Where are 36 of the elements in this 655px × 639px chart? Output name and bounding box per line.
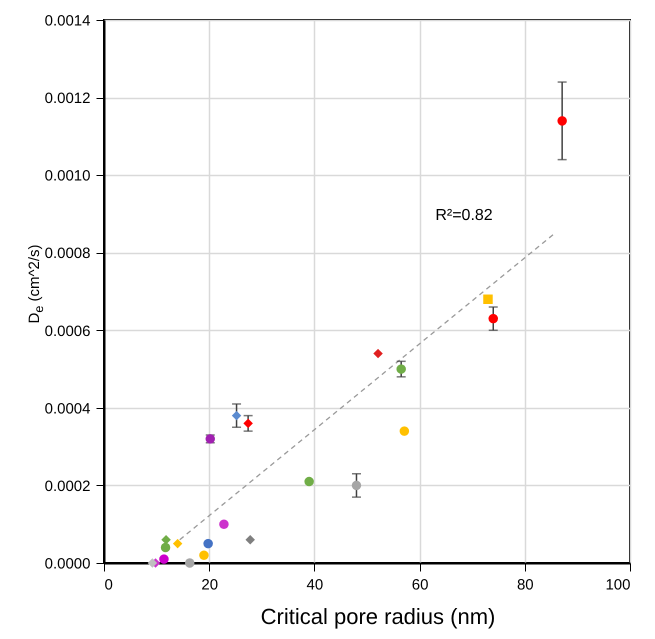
y-tick-label: 0.0002	[44, 478, 90, 495]
point	[232, 410, 242, 420]
point	[243, 418, 253, 428]
point	[488, 314, 498, 324]
x-tick-label: 80	[516, 576, 534, 594]
x-tick-label: 40	[306, 576, 324, 594]
y-tick-label: 0.0008	[44, 245, 90, 262]
x-tick-label: 60	[412, 576, 428, 594]
point	[400, 426, 410, 436]
point	[373, 348, 383, 358]
point	[483, 294, 493, 304]
x-axis-title: Critical pore radius (nm)	[260, 604, 496, 630]
annotation: R²=0.82	[435, 207, 493, 224]
point	[159, 554, 169, 564]
point	[184, 558, 194, 568]
point	[148, 558, 158, 568]
y-tick-label: 0.0014	[44, 12, 90, 30]
y-tick-label: 0.0000	[44, 556, 90, 572]
point	[304, 476, 314, 486]
point	[160, 542, 170, 552]
point	[172, 538, 182, 548]
point	[396, 364, 406, 374]
y-tick-label: 0.0006	[44, 322, 90, 340]
point	[199, 550, 209, 560]
y-tick-label: 0.0004	[44, 400, 90, 418]
point	[203, 538, 213, 548]
y-tick-label: 0.0010	[44, 168, 90, 185]
point	[161, 534, 171, 544]
x-tick-label: 0	[104, 576, 113, 594]
x-tick-label: 100	[605, 576, 630, 594]
point	[219, 519, 229, 529]
point	[352, 480, 362, 490]
x-tick-label: 20	[201, 576, 218, 594]
y-tick-label: 0.0012	[44, 90, 90, 108]
point	[245, 534, 255, 544]
point	[557, 116, 567, 126]
